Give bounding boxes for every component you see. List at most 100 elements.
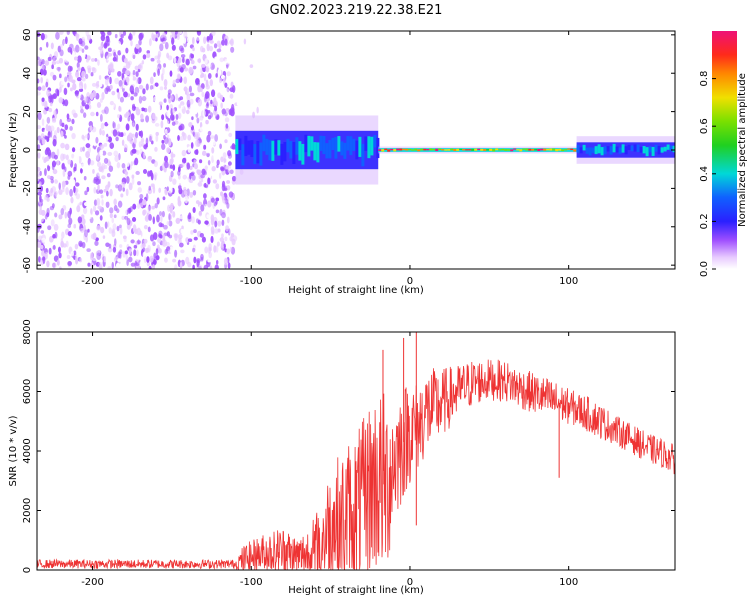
spectrogram-noise-mark — [126, 176, 130, 184]
spectrogram-noise-mark — [210, 99, 213, 105]
spectrogram-noise-mark — [179, 31, 183, 35]
spectrogram-noise-mark — [213, 43, 218, 49]
spectrogram-band-cell — [250, 140, 254, 158]
spectrogram-noise-mark — [220, 167, 225, 172]
spectrogram-noise-mark — [116, 88, 120, 93]
spectrogram-noise-mark — [42, 64, 47, 71]
spectrogram-noise-mark — [109, 142, 115, 149]
spectrogram-noise-mark — [228, 108, 233, 116]
spectrogram-noise-mark — [152, 186, 156, 194]
spectrogram-noise-mark — [130, 40, 133, 47]
spectrogram-band-cell — [325, 143, 329, 159]
spectrogram-band-cell — [579, 147, 583, 154]
spectrogram-band-cell — [280, 143, 284, 165]
spectrogram-noise-mark — [230, 46, 235, 53]
spectrogram-noise-mark — [188, 85, 192, 93]
spectrogram-noise-mark — [189, 98, 194, 105]
spectrogram-noise-mark — [248, 75, 254, 83]
spectrogram-noise-mark — [225, 107, 230, 112]
spectrogram-noise-mark — [118, 224, 122, 229]
spectrogram-noise-mark — [226, 216, 230, 224]
spectrogram-noise-mark — [40, 133, 45, 141]
spectrogram-noise-mark — [183, 76, 188, 85]
spectrogram-noise-mark — [40, 32, 45, 41]
spectrogram-band-cell — [390, 148, 394, 151]
spectrogram-band-cell — [516, 149, 520, 151]
spectrogram-noise-mark — [67, 82, 70, 88]
spectrogram-band-cell — [426, 149, 430, 151]
spectrogram-noise-mark — [46, 89, 51, 97]
spectrogram-noise-mark — [79, 247, 84, 253]
colorbar-tick-label: 0.2 — [699, 213, 710, 229]
spectrogram-noise-mark — [212, 179, 218, 184]
spectrogram-noise-mark — [99, 48, 104, 55]
spectrogram-noise-mark — [120, 193, 124, 198]
spectrogram-noise-mark — [90, 58, 95, 62]
spectrogram-noise-mark — [209, 112, 214, 118]
spectrogram-noise-mark — [47, 225, 52, 231]
spectrogram-band-cell — [355, 140, 359, 160]
spectrogram-band-cell — [373, 134, 377, 148]
spectrogram-noise-mark — [117, 131, 121, 137]
spectrogram-noise-mark — [225, 225, 230, 232]
spectrogram-noise-mark — [77, 67, 81, 71]
spectrogram-noise-mark — [125, 188, 129, 197]
spectrogram-noise-mark — [162, 32, 166, 38]
spectrogram-noise-mark — [209, 40, 214, 44]
spectrogram-noise-mark — [132, 69, 136, 76]
spectrogram-noise-mark — [201, 91, 205, 98]
spectrogram-noise-mark — [166, 134, 170, 140]
spectrogram-noise-mark — [219, 94, 224, 101]
spectrogram-noise-mark — [58, 97, 64, 104]
spectrogram-noise-mark — [162, 196, 166, 201]
spectrogram-noise-mark — [167, 92, 171, 99]
spectrogram-noise-mark — [221, 39, 226, 46]
spectrogram-noise-mark — [165, 35, 170, 40]
spectrogram-noise-mark — [44, 60, 50, 66]
spectrogram-noise-mark — [46, 212, 50, 218]
spectrogram-noise-mark — [228, 40, 233, 45]
spectrogram-noise-mark — [188, 66, 194, 75]
spectrogram-noise-mark — [128, 256, 133, 263]
spectrogram-noise-mark — [152, 259, 157, 265]
spectrogram-noise-mark — [90, 72, 94, 77]
spectrogram-noise-mark — [181, 63, 186, 70]
spectrogram-noise-mark — [203, 144, 207, 150]
spectrogram-band-cell — [459, 148, 463, 150]
spectrogram-noise-mark — [190, 60, 195, 65]
spectrogram-noise-mark — [55, 88, 59, 94]
spectrogram-noise-mark — [215, 73, 218, 78]
spectrogram-noise-mark — [152, 96, 157, 102]
spectrogram-noise-mark — [41, 256, 46, 261]
spectrogram-noise-mark — [83, 112, 87, 118]
spectrogram-noise-mark — [202, 109, 206, 117]
spectrogram-noise-mark — [138, 130, 142, 137]
spectrogram-noise-mark — [169, 114, 175, 121]
spectrogram-band-cell — [600, 147, 604, 156]
spectrogram-noise-mark — [75, 193, 81, 200]
spectrogram-noise-mark — [86, 153, 89, 158]
spectrogram-noise-mark — [83, 83, 87, 90]
spectrogram-band-cell — [543, 148, 547, 151]
spectrogram-noise-mark — [151, 118, 156, 124]
spectrogram-noise-mark — [161, 114, 165, 121]
spectrogram-noise-mark — [46, 260, 50, 268]
spectrogram-noise-mark — [37, 59, 41, 67]
spectrogram-band-cell — [666, 144, 670, 150]
spectrogram-noise-mark — [220, 102, 223, 109]
spectrogram-noise-mark — [201, 47, 206, 53]
spectrogram-noise-mark — [157, 104, 161, 112]
spectrogram-region-3 — [378, 146, 577, 154]
spectrogram-band-cell — [642, 146, 646, 154]
spectrogram-noise-mark — [137, 77, 142, 85]
spectrogram-noise-mark — [138, 147, 142, 154]
spectrogram-noise-mark — [146, 53, 151, 59]
spectrogram-noise-mark — [106, 118, 111, 124]
spectrogram-y-axis-label: Frequency (Hz) — [8, 112, 19, 188]
spectrogram-band-cell — [295, 137, 299, 155]
spectrogram-noise-mark — [124, 207, 128, 216]
snr-series-line — [37, 359, 675, 570]
spectrogram-x-tick-label: -100 — [240, 276, 263, 287]
spectrogram-noise-mark — [99, 98, 103, 103]
